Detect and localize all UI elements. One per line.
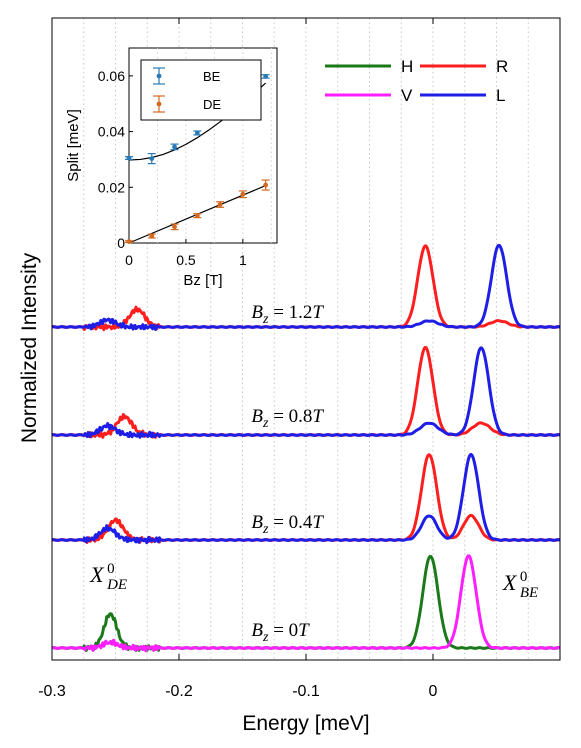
legend-label-H: H: [401, 57, 413, 76]
legend-label-R: R: [496, 57, 508, 76]
inset-legend-box: [140, 59, 262, 121]
inset-chart: 0 0.5 1 0 0.02 0.04 0.06 Bz [T] Split [meV] BE DE: [65, 47, 278, 289]
field-label-panel-2: Bz = 0.8T: [251, 406, 324, 431]
x-tick-label: -0.1: [292, 683, 320, 700]
legend-label-L: L: [496, 86, 505, 105]
inset-y-axis-label: Split [meV]: [65, 109, 82, 182]
inset-point-BE: [149, 156, 155, 161]
inset-point-DE: [126, 239, 132, 245]
spectra-layer: [51, 243, 561, 653]
inset-point-DE: [263, 182, 269, 188]
field-label-panel-0: Bz = 0T: [251, 620, 310, 645]
inset-legend-label-DE: DE: [203, 97, 221, 112]
spectrum-curve-L-panel-3: [51, 243, 561, 331]
inset-point-DE: [217, 202, 223, 207]
inset-point-DE: [240, 191, 246, 197]
inset-legend-marker-DE: [156, 101, 162, 107]
main-legend: H R V L: [325, 57, 508, 105]
inset-y-tick-label: 0.06: [98, 68, 125, 84]
inset-x-axis-label: Bz [T]: [183, 272, 222, 289]
peak-labels: X 0 DE X 0 BE: [89, 561, 538, 601]
legend-label-V: V: [401, 86, 413, 105]
y-axis-label: Normalized Intensity: [18, 252, 41, 443]
inset-x-tick-label: 0: [125, 252, 133, 268]
spectrum-curve-L-panel-1: [51, 452, 561, 545]
peak-label-DE: X 0 DE: [89, 561, 127, 593]
spectrum-curve-L-panel-2: [51, 346, 561, 439]
inset-x-tick-label: 0.5: [176, 252, 196, 268]
inset-y-tick-label: 0.02: [98, 179, 125, 195]
inset-y-tick-label: 0: [117, 235, 125, 251]
inset-legend-marker-BE: [156, 73, 162, 79]
inset-point-BE: [172, 144, 177, 150]
x-tick-label: -0.3: [38, 683, 66, 700]
x-tick-label: 0: [429, 683, 438, 700]
inset-point-DE: [149, 233, 155, 239]
inset-legend-label-BE: BE: [203, 69, 221, 84]
x-ticks: -0.3 -0.2 -0.1 0: [38, 18, 438, 700]
inset-point-DE: [194, 213, 200, 219]
field-labels: Bz = 0T Bz = 0.4T Bz = 0.8T Bz = 1.2T: [251, 302, 324, 645]
inset-y-tick-label: 0.04: [98, 124, 125, 140]
inset-point-BE: [194, 130, 200, 136]
inset-x-tick-label: 1: [239, 252, 247, 268]
spectrum-curve-V-panel-0: [51, 554, 561, 653]
peak-label-BE: X 0 BE: [502, 569, 538, 601]
x-tick-label: -0.2: [165, 683, 193, 700]
field-label-panel-1: Bz = 0.4T: [251, 512, 324, 537]
field-label-panel-3: Bz = 1.2T: [251, 302, 324, 327]
inset-point-BE: [126, 155, 132, 161]
inset-point-BE: [263, 74, 269, 79]
inset-point-DE: [172, 224, 177, 230]
x-axis-label: Energy [meV]: [242, 712, 369, 735]
